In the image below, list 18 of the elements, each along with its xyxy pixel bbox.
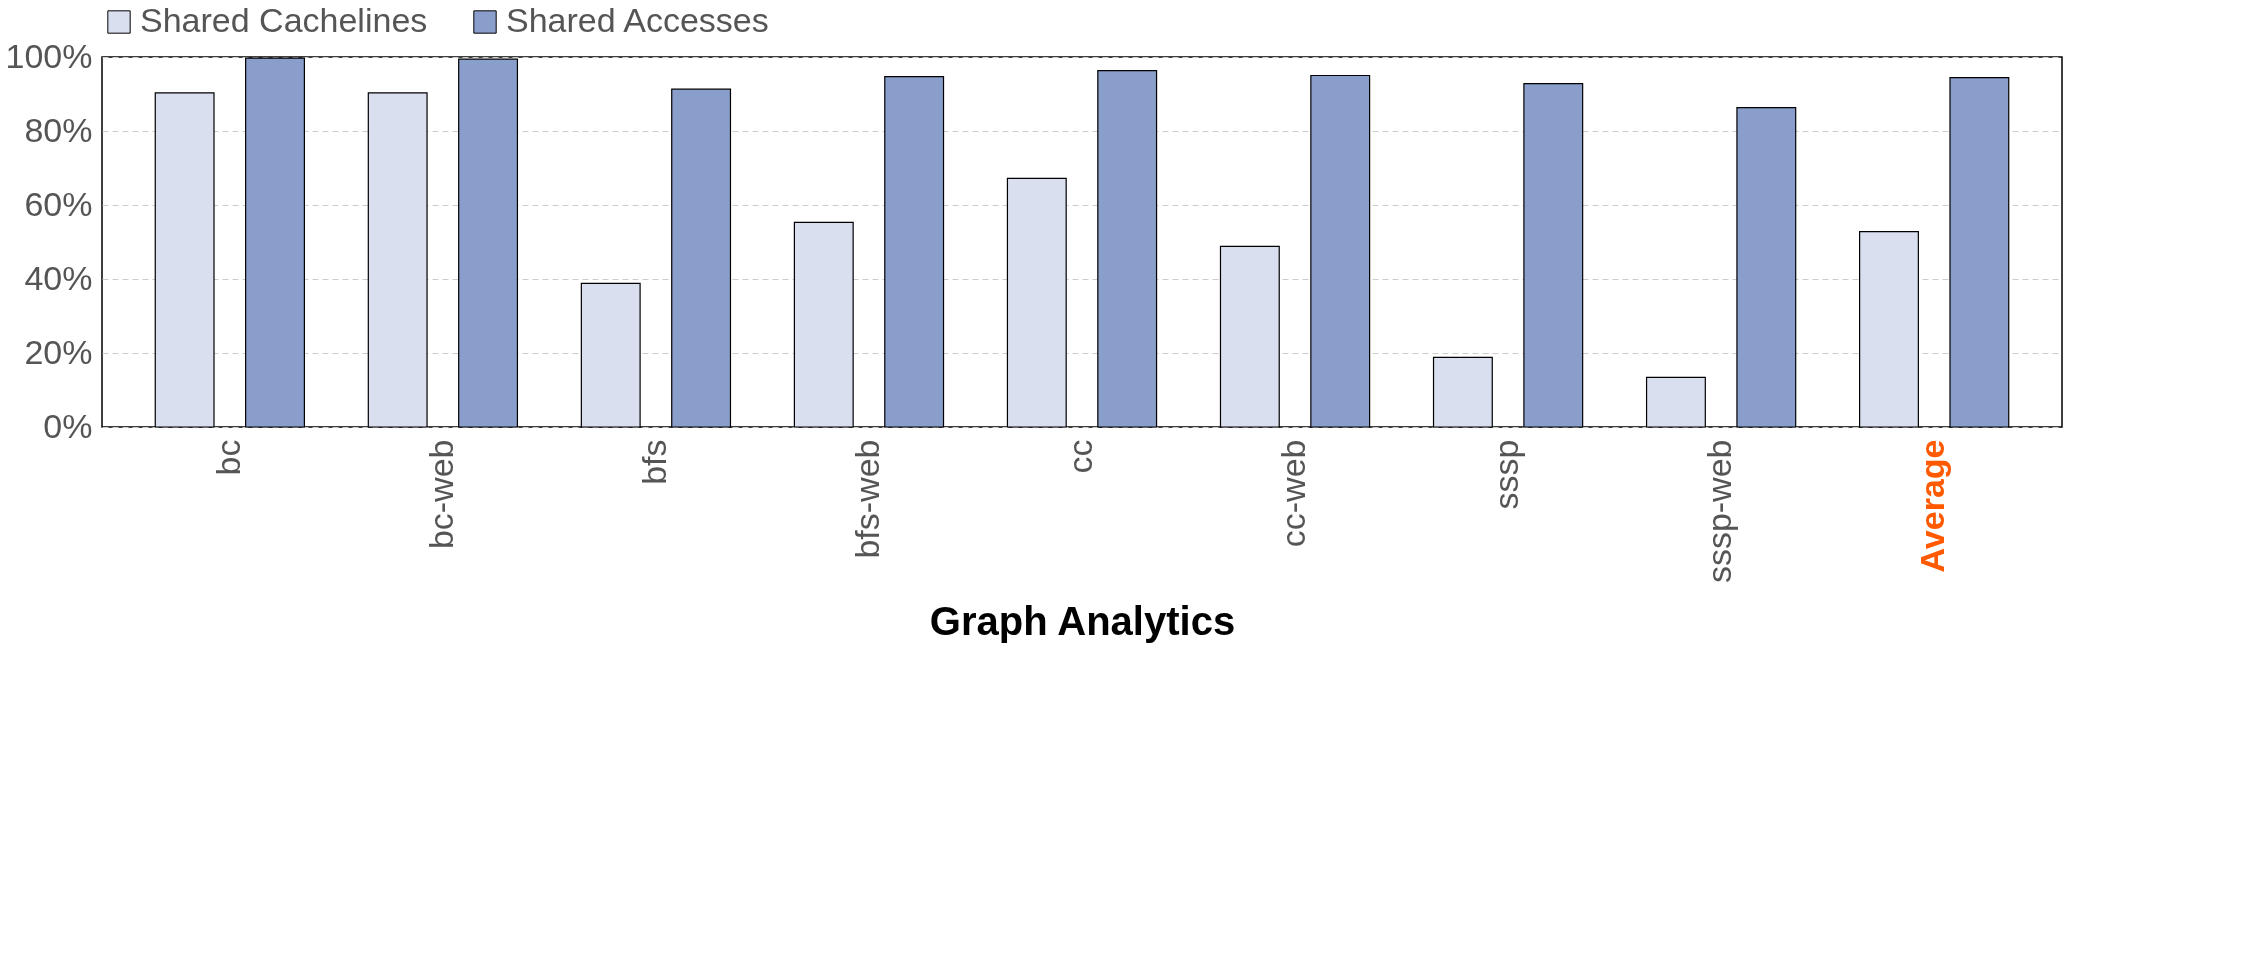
- y-tick-label: 60%: [24, 184, 93, 223]
- y-tick-label: 40%: [24, 258, 93, 297]
- legend-label: Shared Cachelines: [140, 1, 428, 39]
- x-tick-label: bfs: [634, 439, 673, 485]
- x-tick-label: bfs-web: [847, 439, 886, 559]
- x-tick-label: bc-web: [421, 439, 460, 550]
- x-tick-label: sssp: [1487, 439, 1526, 510]
- x-tick-label: Average: [1913, 439, 1952, 573]
- x-axis-title: Graph Analytics: [929, 599, 1236, 644]
- y-tick-label: 20%: [24, 332, 93, 371]
- x-tick-label: cc: [1061, 439, 1099, 474]
- x-tick-label: bc: [208, 439, 247, 476]
- x-tick-label: cc-web: [1274, 439, 1313, 548]
- y-tick-label: 0%: [43, 406, 93, 445]
- legend-label: Shared Accesses: [506, 1, 769, 39]
- y-tick-label: 80%: [24, 110, 93, 149]
- x-tick-label: sssp-web: [1700, 439, 1739, 584]
- y-tick-label: 100%: [5, 36, 93, 75]
